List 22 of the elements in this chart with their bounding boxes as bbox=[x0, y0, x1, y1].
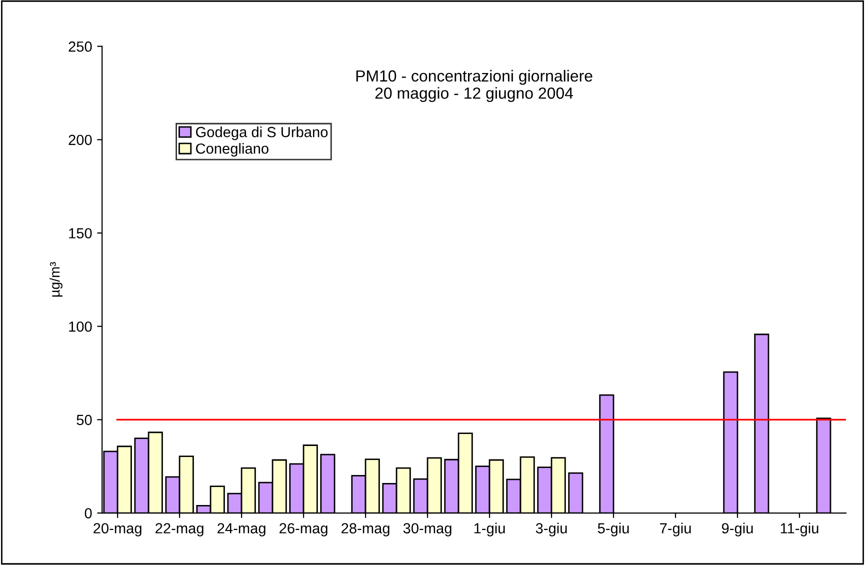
y-tick-label: 250 bbox=[68, 41, 92, 52]
text: PM10 - concentrazioni giornaliere 20 maggio - 12 giugno 2004 bbox=[356, 70, 592, 102]
y-axis-title: µg/m³ bbox=[50, 262, 62, 297]
y-tick-label: 100 bbox=[69, 321, 92, 332]
y-tick-label: 0 bbox=[84, 508, 92, 518]
y-tick-label: 200 bbox=[68, 134, 92, 146]
x-tick-label: 1-giu bbox=[474, 522, 505, 536]
x-tick-label: 9-giu bbox=[722, 522, 753, 536]
x-tick-label: 28-mag bbox=[342, 523, 390, 536]
legend-label: Conegliano bbox=[196, 143, 268, 157]
x-tick-label: 22-mag bbox=[156, 523, 204, 536]
x-tick-label: 26-mag bbox=[280, 523, 328, 536]
legend-label: Godega di S Urbano bbox=[196, 126, 328, 140]
y-tick-label: 150 bbox=[69, 228, 92, 238]
x-tick-label: 5-giu bbox=[598, 522, 629, 536]
x-tick-label: 20-mag bbox=[94, 523, 142, 536]
x-tick-label: 11-giu bbox=[780, 522, 818, 536]
x-tick-label: 7-giu bbox=[660, 522, 691, 536]
x-tick-label: 30-mag bbox=[403, 523, 452, 536]
x-tick-label: 24-mag bbox=[218, 523, 266, 536]
x-tick-label: 3-giu bbox=[536, 522, 567, 536]
y-tick-label: 50 bbox=[76, 414, 92, 426]
